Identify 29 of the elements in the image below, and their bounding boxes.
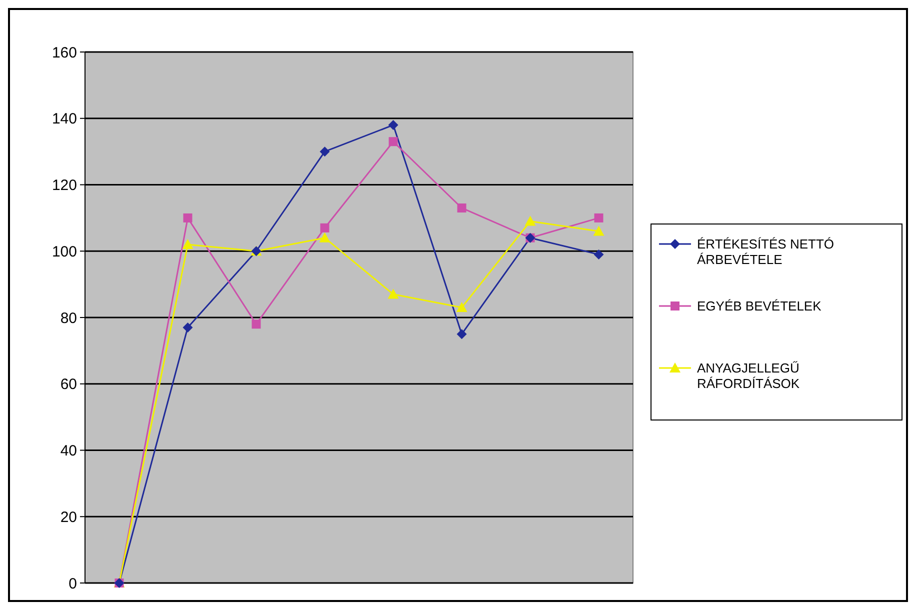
- point: [319, 232, 330, 242]
- point: [183, 213, 192, 222]
- y-tick-label: 80: [60, 310, 77, 327]
- point: [182, 322, 193, 332]
- y-tick-label: 0: [68, 575, 77, 592]
- point: [456, 329, 467, 340]
- point: [594, 249, 604, 260]
- y-tick-label: 160: [52, 44, 77, 62]
- legend-label: ANYAGJELLEGŰ RÁFORDÍTÁSOK: [697, 360, 800, 392]
- point: [388, 120, 398, 130]
- y-tick-label: 40: [60, 442, 77, 460]
- point: [388, 288, 399, 299]
- y-tick-label: 120: [52, 177, 77, 194]
- point: [388, 137, 398, 146]
- y-tick-label: 60: [60, 376, 77, 394]
- y-tick-label: 100: [52, 243, 77, 260]
- point: [320, 146, 330, 157]
- point: [457, 203, 466, 212]
- point: [594, 213, 604, 222]
- point: [593, 226, 604, 236]
- point: [456, 302, 468, 312]
- point: [524, 216, 536, 226]
- y-tick-label: 140: [52, 110, 77, 128]
- legend-label: ÉRTÉKESÍTÉS NETTÓ ÁRBEVÉTELE: [697, 236, 834, 268]
- point: [320, 223, 330, 232]
- point: [182, 238, 194, 249]
- point: [252, 320, 261, 329]
- y-tick-label: 20: [60, 508, 77, 526]
- legend-label: EGYÉB BEVÉTELEK: [697, 298, 822, 314]
